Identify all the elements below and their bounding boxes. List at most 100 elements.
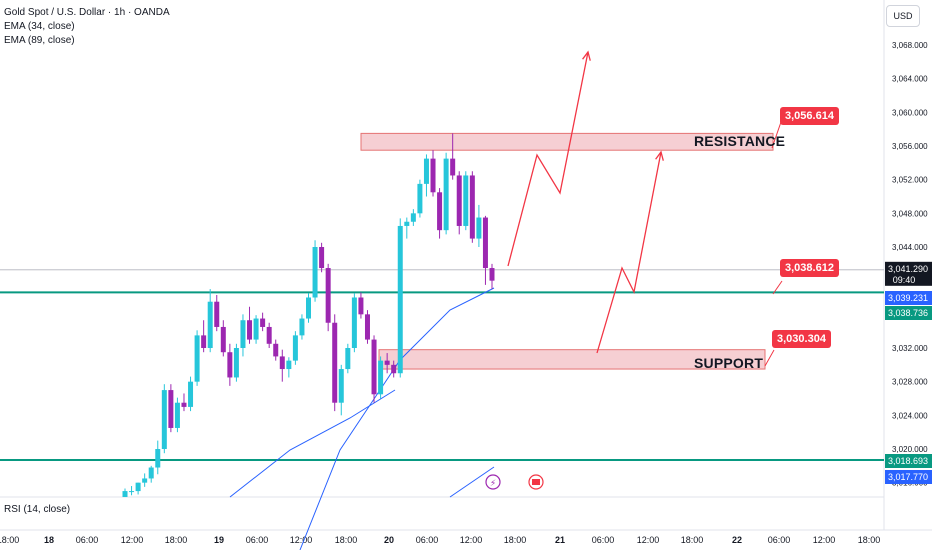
candle-body (279, 356, 285, 370)
candle-body (437, 192, 443, 231)
candle-body (273, 343, 279, 357)
candle-body (306, 297, 311, 319)
candle-body (443, 158, 449, 231)
flash-glyph-icon: ⚡ (490, 479, 496, 489)
candle-body (299, 318, 305, 336)
support-projection-arrow (596, 151, 662, 354)
candle-body (194, 335, 200, 382)
candle-body (214, 301, 220, 327)
candle-body (260, 318, 266, 327)
candle-body (358, 297, 364, 315)
y-tick-label: 3,048.000 (892, 209, 928, 218)
candle-body (286, 360, 292, 370)
candle-body (397, 225, 403, 374)
candle-body (469, 175, 475, 239)
price-tag-text: 3,038.736 (888, 308, 928, 318)
candle-body (417, 183, 423, 214)
rsi-legend: RSI (14, close) (4, 504, 71, 515)
support-label: SUPPORT (694, 355, 764, 371)
y-tick-label: 3,044.000 (892, 243, 928, 252)
candle-body (404, 221, 410, 226)
candle-body (312, 247, 318, 298)
candle-body (456, 175, 462, 226)
ema89-line (449, 466, 495, 498)
x-tick-label: 06:00 (592, 535, 615, 545)
price-tag-text: 3,018.693 (888, 456, 928, 466)
candle-body (410, 213, 416, 222)
price-tag (885, 470, 932, 484)
candle-body (240, 320, 246, 348)
x-tick-label: 12:00 (290, 535, 313, 545)
y-tick-label: 3,032.000 (892, 344, 928, 353)
x-tick-label: 18:00 (504, 535, 527, 545)
y-tick-label: 3,056.000 (892, 142, 928, 151)
price-tag (885, 291, 932, 305)
candle-body (423, 158, 429, 184)
x-tick-label: 18:00 (0, 535, 19, 545)
candle-body (378, 360, 384, 395)
x-tick-label: 18:00 (858, 535, 881, 545)
candle-body (292, 335, 298, 361)
candle-body (220, 326, 226, 353)
candle-body (122, 491, 128, 497)
support-badge-pointer (764, 349, 775, 367)
candle-body (319, 247, 325, 269)
candle-body (135, 482, 141, 492)
candle-body (338, 369, 344, 403)
x-tick-label: 12:00 (637, 535, 660, 545)
currency-button[interactable]: USD (886, 5, 920, 27)
ema34-line (299, 287, 495, 550)
candle-body (148, 467, 154, 479)
resistance-zone (360, 132, 774, 151)
candle-body (142, 478, 148, 483)
candle-body (371, 339, 377, 395)
candle-body (233, 348, 239, 378)
chart-legend: Gold Spot / U.S. Dollar · 1h · OANDA EMA… (4, 6, 170, 48)
ema34-legend: EMA (34, close) (4, 21, 75, 32)
price-tag (885, 454, 932, 468)
ema34-tail (229, 389, 396, 498)
symbol-title: Gold Spot / U.S. Dollar · 1h · OANDA (4, 7, 170, 18)
candle-body (188, 381, 194, 407)
candle-body (161, 390, 167, 449)
x-tick-label: 18:00 (335, 535, 358, 545)
x-tick-label: 12:00 (460, 535, 483, 545)
bullish-projection-arrow-head (582, 50, 591, 61)
price-tag-text: 3,017.770 (888, 472, 928, 482)
candle-body (384, 360, 390, 365)
bar-countdown: 09:40 (893, 275, 916, 285)
mid-badge-pointer (772, 280, 783, 295)
candle-body (450, 158, 456, 176)
candle-body (227, 352, 233, 378)
candle-body (247, 320, 253, 340)
x-tick-label: 12:00 (813, 535, 836, 545)
y-tick-label: 3,064.000 (892, 75, 928, 84)
resistance-label: RESISTANCE (694, 133, 786, 149)
candle-body (364, 314, 370, 340)
x-tick-label: 20 (384, 535, 394, 545)
support-zone (378, 349, 766, 370)
flag-glyph-icon (532, 479, 540, 485)
candle-body (325, 268, 331, 323)
candle-body (201, 335, 207, 348)
x-tick-label: 22 (732, 535, 742, 545)
candle-body (181, 402, 187, 407)
y-tick-label: 3,020.000 (892, 445, 928, 454)
y-tick-label: 3,028.000 (892, 378, 928, 387)
x-tick-label: 12:00 (121, 535, 144, 545)
bullish-projection-arrow (507, 51, 589, 267)
x-tick-label: 06:00 (768, 535, 791, 545)
candle-body (207, 301, 213, 348)
candle-body (332, 322, 338, 403)
x-tick-label: 06:00 (246, 535, 269, 545)
candle-body (266, 326, 272, 344)
price-tag (885, 306, 932, 320)
support-price-badge: 3,030.304 (772, 330, 831, 348)
ema89-legend: EMA (89, close) (4, 35, 75, 46)
resistance-badge-pointer (771, 121, 782, 149)
candle-body (430, 158, 436, 193)
last-price-tag (885, 261, 932, 286)
candle-body (345, 348, 351, 370)
y-tick-label: 3,060.000 (892, 108, 928, 117)
